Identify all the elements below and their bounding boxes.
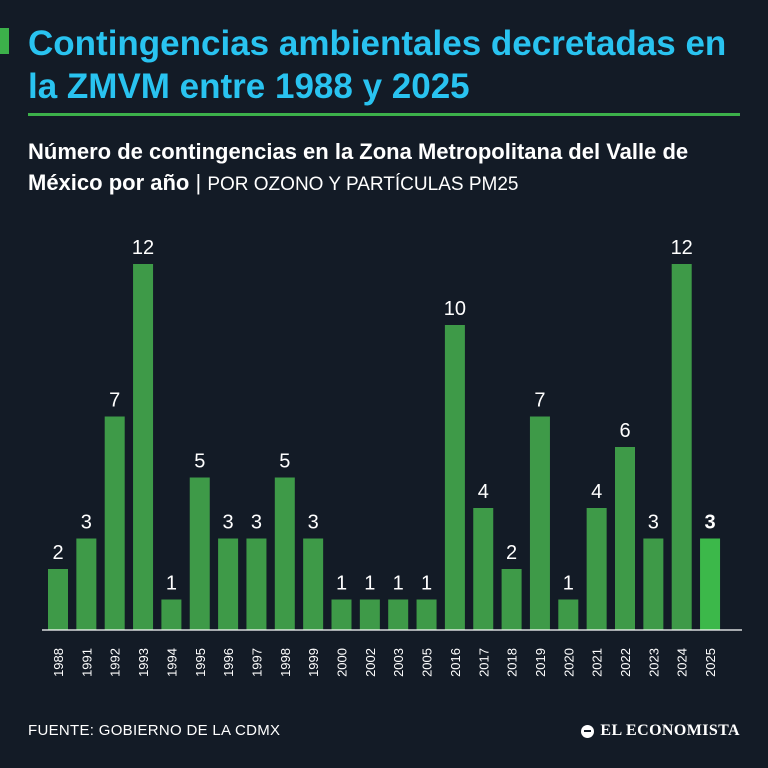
- x-tick-label: 2019: [533, 648, 548, 677]
- data-label: 3: [81, 512, 92, 534]
- bar: [161, 599, 182, 630]
- x-tick-label: 1995: [193, 648, 208, 677]
- subtitle-detail: POR OZONO Y PARTÍCULAS PM25: [207, 174, 519, 195]
- data-label: 1: [393, 573, 404, 595]
- bar: [359, 599, 380, 630]
- x-tick-label: 1993: [136, 648, 151, 677]
- x-tick-label: 2002: [363, 648, 378, 677]
- subtitle-separator: |: [195, 170, 202, 195]
- data-label: 12: [671, 237, 693, 259]
- data-label: 3: [308, 512, 319, 534]
- bar: [274, 477, 295, 630]
- data-label: 3: [648, 512, 659, 534]
- x-tick-label: 2025: [703, 648, 718, 677]
- data-label: 7: [109, 390, 120, 412]
- bar: [473, 508, 494, 630]
- data-label: 4: [478, 481, 489, 503]
- x-tick-label: 2022: [618, 648, 633, 677]
- data-label: 2: [52, 542, 63, 564]
- data-label: 10: [444, 298, 466, 320]
- data-label: 4: [591, 481, 602, 503]
- data-label: 12: [132, 237, 154, 259]
- data-label: 7: [534, 390, 545, 412]
- data-label: 1: [166, 573, 177, 595]
- brand-logo: EL ECONOMISTA: [581, 722, 740, 740]
- data-label: 5: [194, 451, 205, 473]
- x-tick-label: 2023: [646, 648, 661, 677]
- x-tick-label: 1999: [306, 648, 321, 677]
- brand-logo-text: EL ECONOMISTA: [600, 722, 740, 739]
- bar: [529, 416, 550, 630]
- bar: [246, 538, 267, 630]
- x-tick-label: 2020: [561, 648, 576, 677]
- x-tick-label: 2018: [505, 648, 520, 677]
- x-tick-label: 2000: [335, 648, 350, 677]
- bar: [48, 569, 68, 630]
- x-tick-label: 1997: [249, 648, 264, 677]
- title-divider: [28, 113, 740, 116]
- bar: [444, 325, 465, 630]
- bar: [133, 264, 154, 630]
- chart-title: Contingencias ambientales decretadas en …: [28, 24, 727, 106]
- x-tick-label: 1988: [51, 648, 66, 677]
- data-label: 3: [223, 512, 234, 534]
- x-tick-label: 1994: [164, 648, 179, 677]
- data-label: 3: [704, 512, 715, 534]
- x-tick-label: 2017: [476, 648, 491, 677]
- x-tick-label: 2024: [675, 648, 690, 677]
- bar: [501, 569, 522, 630]
- x-tick-label: 1991: [79, 648, 94, 677]
- bar: [586, 508, 607, 630]
- bar: [388, 599, 409, 630]
- bar: [189, 477, 210, 630]
- data-label: 2: [506, 542, 517, 564]
- data-label: 1: [364, 573, 375, 595]
- el-economista-mark-icon: [581, 724, 595, 738]
- x-tick-label: 2021: [590, 648, 605, 677]
- data-label: 3: [251, 512, 262, 534]
- title-accent-bar: [0, 28, 9, 54]
- bar: [615, 447, 635, 630]
- bar: [218, 538, 239, 630]
- x-tick-label: 2003: [391, 648, 406, 677]
- x-tick-label: 1996: [221, 648, 236, 677]
- source-note: FUENTE: GOBIERNO DE LA CDMX: [28, 722, 281, 739]
- bar: [303, 538, 324, 630]
- x-tick-label: 1992: [108, 648, 123, 677]
- data-label: 1: [563, 573, 574, 595]
- data-label: 5: [279, 451, 290, 473]
- x-tick-label: 2016: [448, 648, 463, 677]
- bar: [76, 538, 97, 630]
- bar: [416, 599, 437, 630]
- bar: [700, 538, 721, 630]
- data-label: 6: [619, 420, 630, 442]
- data-label: 1: [336, 573, 347, 595]
- bar: [643, 538, 664, 630]
- subtitle-main: Número de contingencias en la Zona Metro…: [28, 139, 689, 195]
- bar: [104, 416, 125, 630]
- x-tick-label: 2005: [420, 648, 435, 677]
- x-tick-label: 1998: [278, 648, 293, 677]
- data-label: 1: [421, 573, 432, 595]
- bar: [671, 264, 692, 630]
- chart-subtitle: Número de contingencias en la Zona Metro…: [28, 136, 748, 200]
- bar: [558, 599, 579, 630]
- bar: [331, 599, 352, 630]
